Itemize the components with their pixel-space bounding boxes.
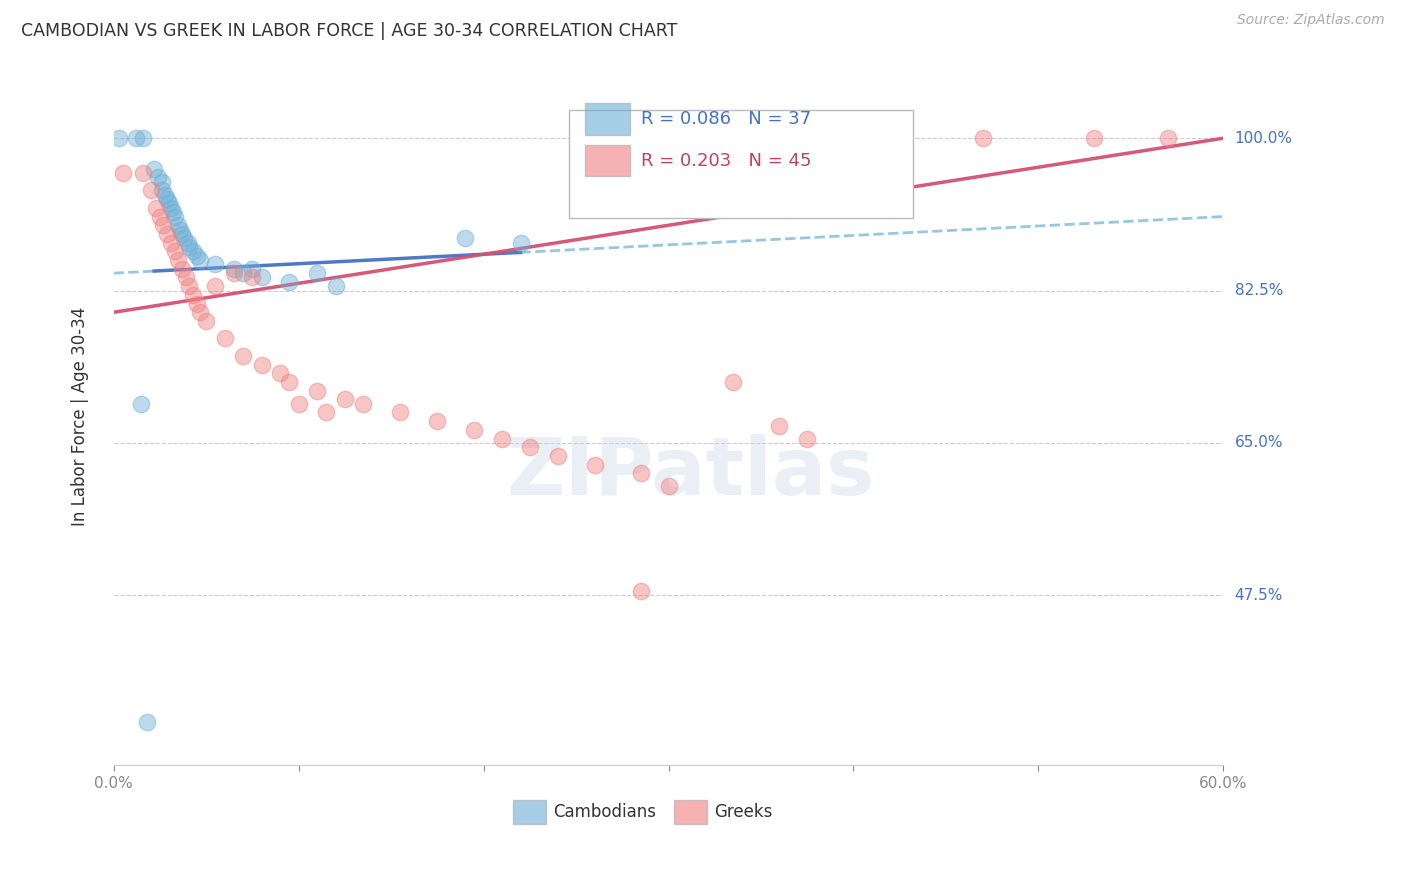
Text: Source: ZipAtlas.com: Source: ZipAtlas.com xyxy=(1237,13,1385,28)
Point xyxy=(176,235,198,250)
Point xyxy=(463,423,485,437)
Point xyxy=(195,314,218,328)
Point xyxy=(162,205,184,219)
Point xyxy=(240,270,263,285)
Point xyxy=(190,305,212,319)
Point xyxy=(768,418,790,433)
Point xyxy=(278,275,301,289)
Bar xyxy=(585,103,630,135)
Point xyxy=(315,405,337,419)
Text: Greeks: Greeks xyxy=(714,804,772,822)
Point xyxy=(454,231,477,245)
Point xyxy=(491,432,513,446)
Point xyxy=(250,270,273,285)
Bar xyxy=(673,800,707,824)
Point xyxy=(389,405,412,419)
Point xyxy=(630,467,652,481)
Point xyxy=(163,210,186,224)
Point xyxy=(1157,131,1180,145)
Point xyxy=(186,296,208,310)
Point xyxy=(156,192,179,206)
Point xyxy=(129,397,152,411)
Point xyxy=(509,235,531,250)
Point xyxy=(305,266,328,280)
Point xyxy=(150,175,173,189)
Point xyxy=(426,414,449,428)
Point xyxy=(547,449,569,463)
Point xyxy=(1083,131,1105,145)
Point xyxy=(145,201,167,215)
Point xyxy=(157,196,180,211)
Point xyxy=(167,219,190,233)
Point xyxy=(160,201,183,215)
Point xyxy=(149,210,172,224)
Text: 82.5%: 82.5% xyxy=(1234,283,1282,298)
Point xyxy=(160,235,183,250)
Point xyxy=(333,392,356,407)
Point xyxy=(169,222,191,236)
Point xyxy=(181,244,204,259)
Point xyxy=(152,219,174,233)
Point xyxy=(186,249,208,263)
Text: CAMBODIAN VS GREEK IN LABOR FORCE | AGE 30-34 CORRELATION CHART: CAMBODIAN VS GREEK IN LABOR FORCE | AGE … xyxy=(21,22,678,40)
Point xyxy=(156,227,179,241)
Point xyxy=(139,183,162,197)
Point xyxy=(250,358,273,372)
Point xyxy=(583,458,606,472)
Text: Cambodians: Cambodians xyxy=(553,804,657,822)
Point xyxy=(723,375,745,389)
Point xyxy=(155,187,177,202)
Point xyxy=(179,240,201,254)
Text: 100.0%: 100.0% xyxy=(1234,130,1292,145)
Y-axis label: In Labor Force | Age 30-34: In Labor Force | Age 30-34 xyxy=(72,307,89,526)
Text: 47.5%: 47.5% xyxy=(1234,588,1282,603)
Point xyxy=(214,331,236,345)
Point xyxy=(204,257,226,271)
Point xyxy=(170,227,193,241)
Point xyxy=(170,261,193,276)
Point xyxy=(143,161,166,176)
Point xyxy=(174,270,197,285)
Point xyxy=(657,479,679,493)
Point xyxy=(269,366,291,380)
Point xyxy=(167,253,190,268)
Point xyxy=(132,131,155,145)
Point xyxy=(305,384,328,398)
Point xyxy=(232,349,254,363)
Bar xyxy=(585,145,630,177)
Point xyxy=(135,714,157,729)
Point xyxy=(111,166,134,180)
Point xyxy=(519,440,541,454)
Point xyxy=(204,279,226,293)
Point xyxy=(222,266,245,280)
Point xyxy=(222,261,245,276)
Text: 65.0%: 65.0% xyxy=(1234,435,1284,450)
Point xyxy=(173,231,195,245)
Text: R = 0.203   N = 45: R = 0.203 N = 45 xyxy=(641,153,811,170)
Point xyxy=(232,266,254,280)
Point xyxy=(796,432,818,446)
Point xyxy=(630,584,652,599)
Point xyxy=(125,131,148,145)
Bar xyxy=(513,800,547,824)
Point xyxy=(352,397,374,411)
Point xyxy=(181,288,204,302)
Point xyxy=(179,279,201,293)
Point xyxy=(287,397,309,411)
Point xyxy=(190,253,212,268)
Point xyxy=(150,183,173,197)
Text: ZIPatlas: ZIPatlas xyxy=(506,434,875,511)
Text: R = 0.086   N = 37: R = 0.086 N = 37 xyxy=(641,110,811,128)
Point xyxy=(278,375,301,389)
Point xyxy=(132,166,155,180)
Point xyxy=(240,261,263,276)
Point xyxy=(325,279,347,293)
Point xyxy=(108,131,131,145)
Point xyxy=(163,244,186,259)
FancyBboxPatch shape xyxy=(568,111,912,219)
Point xyxy=(146,170,169,185)
Point xyxy=(972,131,994,145)
